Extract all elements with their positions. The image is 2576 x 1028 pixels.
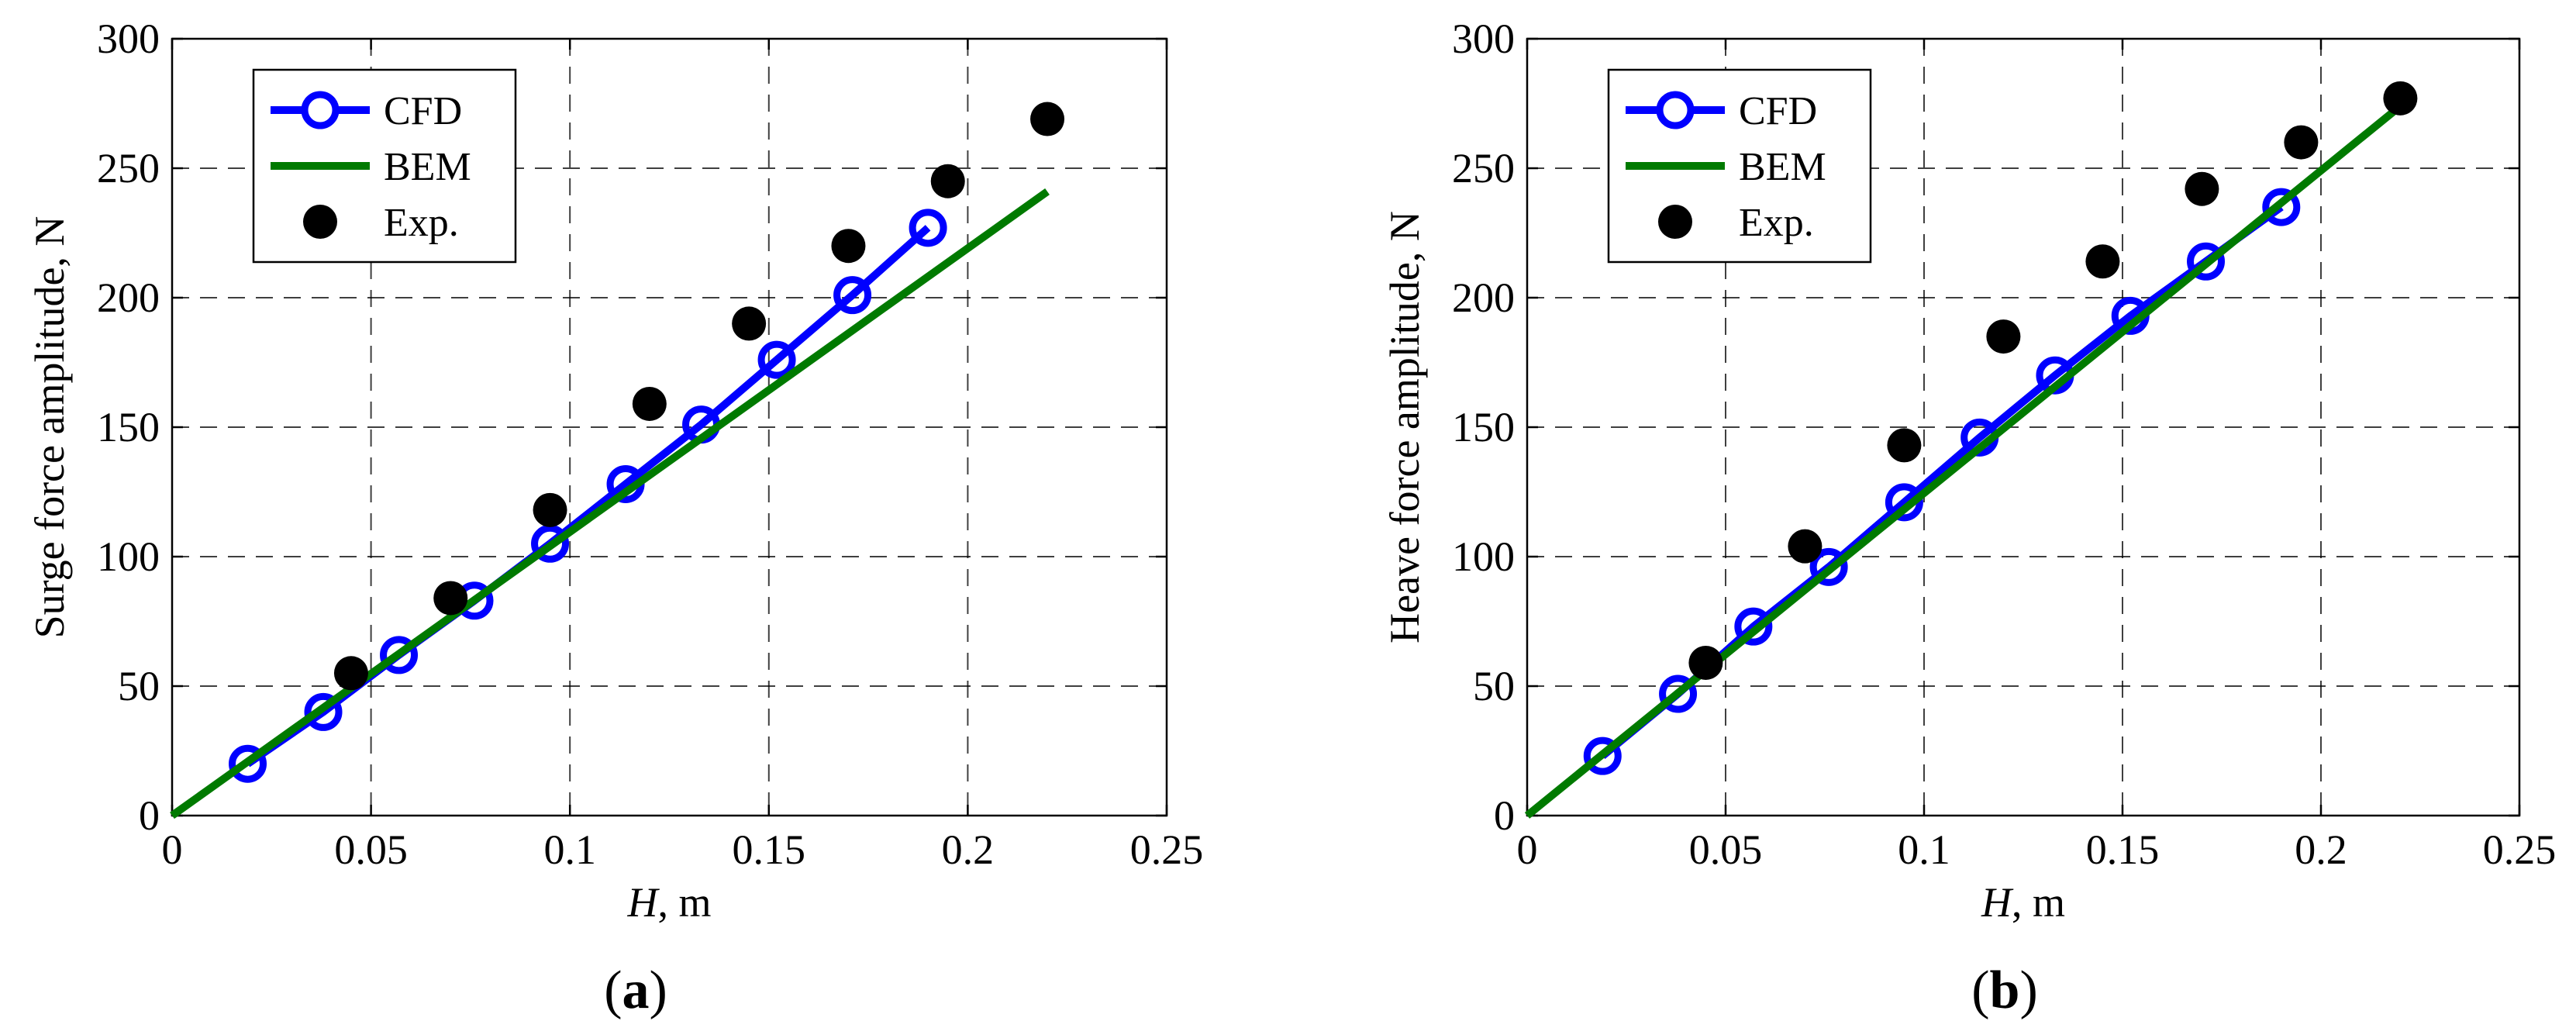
data-point <box>1659 674 1698 713</box>
series-exp <box>333 102 1065 691</box>
data-point <box>2185 171 2219 206</box>
x-axis-unit: , m <box>2012 879 2065 926</box>
data-point <box>732 306 767 341</box>
legend-swatch-marker <box>301 91 340 129</box>
data-point <box>433 581 468 616</box>
x-axis-variable: H <box>626 879 660 926</box>
legend-item: CFD <box>1626 89 1817 133</box>
legend-label: CFD <box>1739 89 1817 133</box>
data-point <box>1688 645 1723 680</box>
data-point <box>757 340 796 379</box>
x-tick-label: 0 <box>162 826 183 873</box>
x-tick-label: 0.25 <box>1130 826 1204 873</box>
x-tick-label: 0.2 <box>2295 826 2347 873</box>
y-tick-label: 100 <box>97 533 160 580</box>
data-point <box>229 744 267 783</box>
y-tick-label: 100 <box>1452 533 1515 580</box>
y-tick-label: 200 <box>1452 274 1515 321</box>
x-tick-label: 0.1 <box>543 826 596 873</box>
x-tick-label: 0 <box>1517 826 1538 873</box>
y-tick-label: 200 <box>97 274 160 321</box>
data-point <box>1734 607 1773 646</box>
series-bem <box>1524 102 2403 819</box>
x-tick-label: 0.2 <box>942 826 995 873</box>
caption-close-paren: ) <box>650 961 667 1020</box>
chart-panel-b: 0 0.05 0.1 0.15 0.2 0.25 0 50 100 150 200 250 300 H, … <box>1381 16 2556 1020</box>
x-axis-label: H, m <box>1981 879 2065 926</box>
legend-label: BEM <box>384 145 471 189</box>
legend-item: Exp. <box>1658 201 1814 245</box>
y-tick-label: 300 <box>1452 16 1515 62</box>
data-point <box>2085 244 2120 279</box>
data-point <box>304 692 343 731</box>
x-axis-variable: H <box>1981 879 2014 926</box>
legend-label: BEM <box>1739 145 1826 189</box>
data-point <box>632 386 667 421</box>
y-tick-label: 250 <box>97 145 160 191</box>
y-tick-label: 250 <box>1452 145 1515 191</box>
series-bem <box>170 188 1050 819</box>
data-point <box>533 492 567 527</box>
data-point <box>380 636 419 674</box>
y-axis-label: Heave force amplitude, N <box>1381 211 1428 643</box>
panel-caption: (b) <box>1971 961 2038 1020</box>
caption-open-paren: ( <box>1971 961 1989 1020</box>
data-point <box>2383 81 2418 116</box>
caption-letter: a <box>622 961 650 1020</box>
legend-label: Exp. <box>384 201 459 245</box>
y-tick-label: 150 <box>1452 404 1515 450</box>
data-point <box>831 229 866 264</box>
legend-swatch-marker <box>1658 205 1692 239</box>
data-point <box>1809 547 1848 586</box>
legend-item: Exp. <box>303 201 459 245</box>
y-tick-label: 0 <box>1494 792 1515 839</box>
data-point <box>1885 483 1923 522</box>
y-tick-label: 50 <box>1473 663 1515 709</box>
x-axis-unit: , m <box>657 879 711 926</box>
data-point <box>1986 319 2021 354</box>
caption-close-paren: ) <box>2019 961 2037 1020</box>
series-line <box>170 188 1050 819</box>
legend-swatch-marker <box>1656 91 1695 129</box>
x-tick-label: 0.05 <box>1689 826 1763 873</box>
caption-open-paren: ( <box>604 961 622 1020</box>
legend-item: BEM <box>1626 145 1826 189</box>
y-tick-label: 50 <box>118 663 160 709</box>
y-tick-label: 150 <box>97 404 160 450</box>
legend-item: CFD <box>271 89 462 133</box>
data-point <box>531 524 570 563</box>
data-point <box>1788 529 1823 564</box>
legend: CFD BEM Exp. <box>252 68 517 264</box>
data-point <box>833 276 872 315</box>
y-axis-label: Surge force amplitude, N <box>26 216 73 639</box>
y-tick-label: 0 <box>139 792 160 839</box>
legend: CFD BEM Exp. <box>1607 68 1872 264</box>
series-exp <box>1688 81 2418 680</box>
y-tick-label: 300 <box>97 16 160 62</box>
data-point <box>2187 242 2226 281</box>
x-tick-label: 0.15 <box>733 826 806 873</box>
legend-label: CFD <box>384 89 462 133</box>
data-point <box>2284 125 2319 160</box>
x-tick-label: 0.15 <box>2086 826 2160 873</box>
caption-letter: b <box>1990 961 2020 1020</box>
data-point <box>1030 102 1065 136</box>
data-point <box>2262 188 2301 226</box>
series-line <box>1524 102 2403 819</box>
x-axis-label: H, m <box>626 879 711 926</box>
x-tick-label: 0.25 <box>2483 826 2557 873</box>
legend-swatch-marker <box>303 205 337 239</box>
legend-item: BEM <box>271 145 471 189</box>
x-tick-label: 0.05 <box>334 826 408 873</box>
chart-panel-a: 0 0.05 0.1 0.15 0.2 0.25 0 50 100 150 200 250 300 H, … <box>26 16 1203 1020</box>
legend-label: Exp. <box>1739 201 1814 245</box>
data-point <box>930 164 965 198</box>
data-point <box>1887 428 1922 463</box>
x-tick-label: 0.1 <box>1898 826 1950 873</box>
data-point <box>1583 737 1622 775</box>
data-point <box>333 656 368 691</box>
data-point <box>909 209 947 247</box>
panel-caption: (a) <box>604 961 667 1020</box>
